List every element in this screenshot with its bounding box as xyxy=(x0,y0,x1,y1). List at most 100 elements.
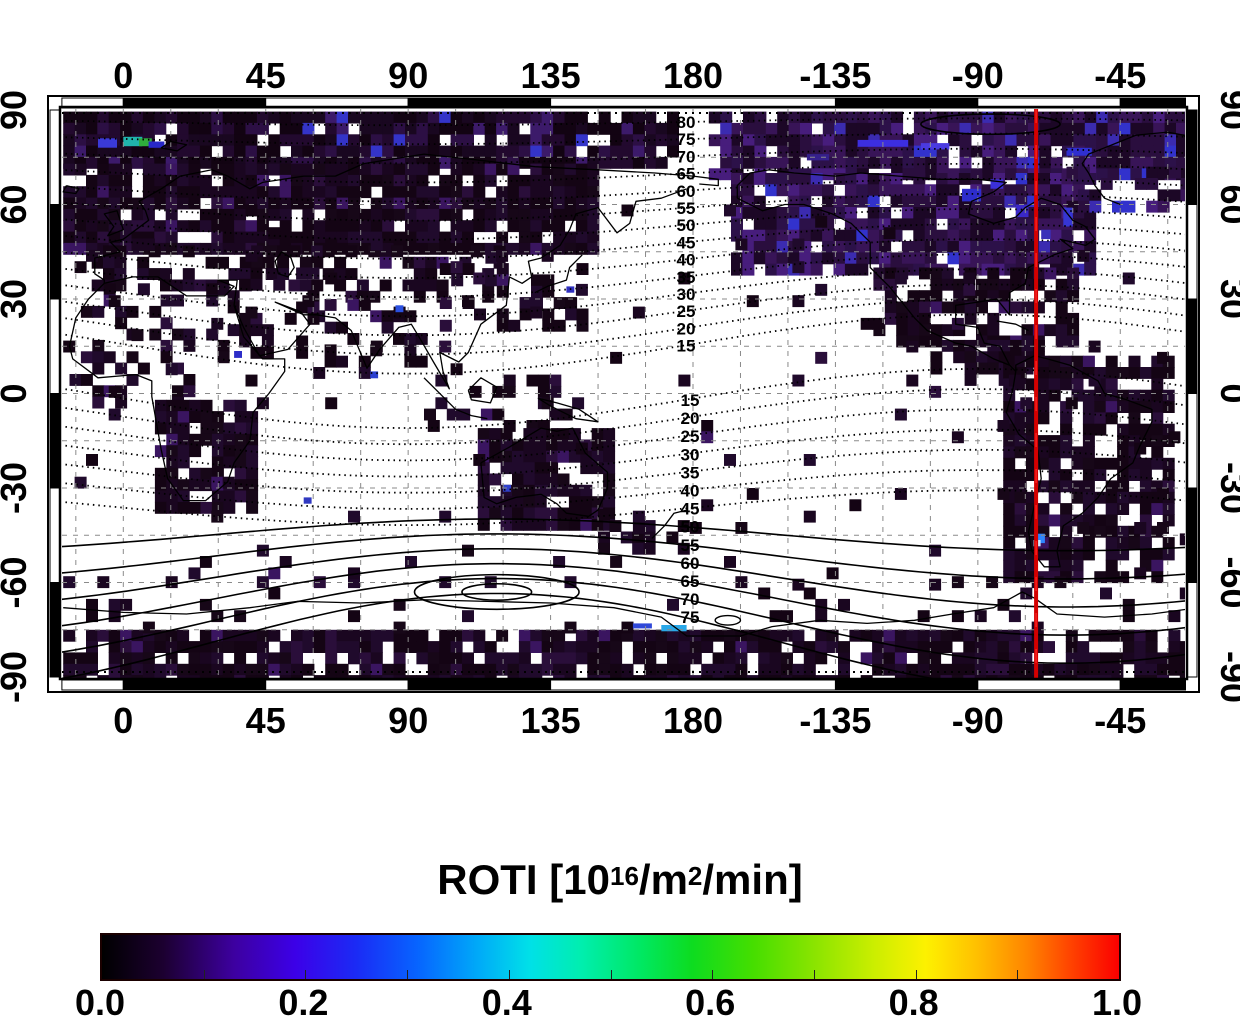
coastline xyxy=(537,397,599,423)
roti-cell xyxy=(565,297,578,309)
roti-cell xyxy=(1026,412,1038,425)
roti-cell xyxy=(92,351,105,364)
roti-cell xyxy=(1039,134,1052,147)
roti-cell xyxy=(1026,514,1038,527)
roti-cell xyxy=(302,629,315,642)
roti-cell xyxy=(302,197,315,210)
roti-cell xyxy=(993,122,1006,135)
roti-cell xyxy=(1089,189,1102,202)
roti-cell xyxy=(450,641,463,653)
roti-cell xyxy=(484,174,497,187)
roti-cell xyxy=(1062,122,1074,135)
roti-cell xyxy=(553,663,566,676)
roti-cell xyxy=(246,467,259,480)
roti-cell xyxy=(450,663,463,676)
roti-cell xyxy=(496,122,509,135)
roti-cell xyxy=(450,197,463,210)
roti-cell xyxy=(1111,675,1124,678)
roti-cell xyxy=(568,496,581,509)
roti-cell xyxy=(199,675,212,678)
roti-cell xyxy=(958,218,971,231)
roti-cell xyxy=(765,241,778,253)
roti-cell xyxy=(1179,663,1185,676)
roti-cell xyxy=(234,197,247,210)
roti-cell xyxy=(776,184,789,197)
roti-cell xyxy=(507,174,520,187)
roti-cell xyxy=(811,134,824,147)
roti-cell xyxy=(268,156,281,169)
roti-cell xyxy=(165,186,178,199)
roti-cell xyxy=(530,186,543,199)
roti-cell xyxy=(632,510,645,523)
map-plot-area: 8075706560555045403530252015152025303540… xyxy=(62,109,1185,678)
roti-cell xyxy=(1037,355,1050,368)
roti-cell xyxy=(370,675,383,678)
roti-cell xyxy=(359,641,372,653)
roti-cell xyxy=(1134,178,1147,190)
roti-cell xyxy=(63,629,76,642)
roti-cell xyxy=(435,397,448,410)
roti-cell xyxy=(1082,355,1095,368)
roti-cell xyxy=(291,197,303,210)
roti-cell xyxy=(1082,537,1095,549)
roti-cell xyxy=(1061,229,1074,242)
roti-cell xyxy=(358,367,371,379)
roti-cell xyxy=(166,501,179,514)
roti-cell xyxy=(799,241,812,253)
roti-cell xyxy=(313,629,326,642)
roti-cell xyxy=(959,111,972,124)
roti-cell xyxy=(137,256,150,269)
lat-tick-label-right: 30 xyxy=(1213,279,1240,319)
roti-cell xyxy=(246,501,259,514)
lon-tick-label-bottom: 90 xyxy=(388,700,428,741)
roti-cell xyxy=(439,663,452,676)
roti-cell xyxy=(222,663,235,676)
roti-cell xyxy=(546,428,559,440)
roti-cell xyxy=(439,174,452,187)
roti-cell xyxy=(1157,488,1169,500)
roti-cell xyxy=(1003,389,1016,402)
roti-cell xyxy=(1014,446,1027,459)
roti-cell xyxy=(1071,571,1084,584)
roti-cell xyxy=(256,675,269,678)
roti-cell xyxy=(873,324,886,337)
roti-cell xyxy=(591,462,604,475)
roti-cell xyxy=(277,256,290,269)
roti-cell xyxy=(1105,548,1118,561)
roti-cell xyxy=(1043,641,1055,653)
roti-cell xyxy=(742,173,755,185)
roti-cell xyxy=(404,344,417,357)
roti-cell xyxy=(822,111,835,124)
roti-cell xyxy=(941,278,954,291)
roti-cell xyxy=(439,186,452,199)
roti-cell xyxy=(507,675,520,678)
roti-cell xyxy=(826,641,839,653)
roti-cell xyxy=(450,122,463,135)
roti-cell xyxy=(416,111,429,124)
roti-cell xyxy=(1027,184,1040,197)
roti-cell xyxy=(643,542,656,555)
roti-cell xyxy=(1157,189,1170,202)
roti-cell xyxy=(222,641,235,653)
roti-cell xyxy=(97,576,110,589)
roti-cell xyxy=(222,163,235,176)
roti-highlight xyxy=(1066,147,1092,156)
roti-cell xyxy=(489,428,502,440)
roti-cell xyxy=(382,208,395,221)
roti-cell xyxy=(425,256,438,269)
roti-cell xyxy=(1094,525,1107,538)
roti-cell xyxy=(427,156,440,169)
roti-cell xyxy=(976,278,988,291)
roti-cell xyxy=(256,208,269,221)
roti-cell xyxy=(787,229,800,242)
roti-cell xyxy=(336,111,349,124)
roti-cell xyxy=(997,641,1010,653)
roti-cell xyxy=(211,652,224,665)
roti-cell xyxy=(91,256,104,269)
roti-cell xyxy=(743,122,755,135)
roti-cell xyxy=(598,542,610,555)
roti-cell xyxy=(1050,207,1062,219)
roti-cell xyxy=(256,163,269,176)
roti-cell xyxy=(154,675,167,678)
roti-cell xyxy=(564,145,577,158)
